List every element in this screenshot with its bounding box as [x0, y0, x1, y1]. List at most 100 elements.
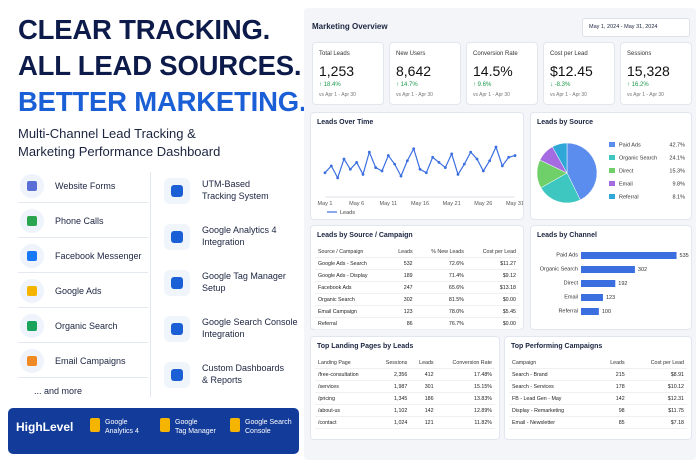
kpi-change: ↑ 14.7%	[396, 82, 418, 88]
kpi-note: vs Apr 1 - Apr 30	[319, 92, 356, 98]
table-row: Email - Newsletter 85 $7.18	[509, 416, 687, 429]
table-cell: 412	[410, 368, 437, 381]
source-label: Email Campaigns	[55, 356, 126, 366]
y-tick-label: Referral	[558, 309, 578, 315]
feature-icon	[164, 316, 190, 342]
source-label: Phone Calls	[55, 216, 104, 226]
table-cell: $5.45	[466, 305, 519, 318]
table-cell: 1,102	[374, 404, 411, 417]
source-label: Organic Search	[55, 321, 118, 331]
table-row: /about-us 1,102 142 12.89%	[315, 404, 495, 417]
table-cell: 81.5%	[415, 293, 467, 306]
pie-slice	[552, 142, 568, 174]
logo-line: Google	[175, 419, 198, 426]
legend-swatch	[609, 194, 615, 199]
logo: Google Analytics 4	[90, 418, 139, 436]
y-tick-label: Organic Search	[540, 267, 578, 273]
point	[374, 166, 378, 169]
logo-line: Console	[245, 428, 271, 435]
kpi-value: 15,328	[627, 63, 670, 79]
logo-line: Google Search	[245, 419, 292, 426]
source-label: Google Ads	[55, 286, 102, 296]
kpi-value: 8,642	[396, 63, 432, 79]
point	[500, 164, 504, 168]
legend-value: 8.1%	[672, 195, 685, 201]
icon-glyph	[27, 181, 37, 191]
table-cell: 1,024	[374, 416, 411, 429]
table-cell: $0.00	[466, 317, 519, 330]
card-title: Leads by Source / Campaign	[317, 232, 413, 239]
point	[481, 169, 485, 173]
brand: HighLevel	[16, 420, 74, 434]
x-tick-label: May 1	[318, 201, 333, 207]
bar-chart: Paid Ads 535 Organic Search 302 Direct 192 Ema…	[540, 252, 689, 315]
source-row: Website Forms	[18, 172, 148, 203]
feature-text: Google Tag Manager Setup	[202, 270, 286, 294]
legend-swatch	[609, 181, 615, 186]
y-tick-label: Email	[564, 295, 578, 301]
table-cell: 17.48%	[436, 368, 495, 381]
bar-value: 192	[618, 281, 627, 287]
point	[437, 161, 441, 164]
feature-line: Custom Dashboards	[202, 363, 285, 373]
x-tick-label: May 16	[411, 201, 429, 207]
pie-chart: Paid Ads 42.7% Organic Search 24.1% Direct 15…	[536, 142, 685, 204]
kpi-note: vs Apr 1 - Apr 30	[473, 92, 510, 98]
table-cell: $10.12	[627, 380, 687, 393]
table-row: /services 1,987 301 15.15%	[315, 380, 495, 393]
table-cell: 65.6%	[415, 281, 467, 294]
point	[456, 173, 460, 176]
table-cell: $12.31	[627, 392, 687, 405]
point	[513, 154, 517, 157]
legend-label: Leads	[340, 210, 355, 216]
point	[405, 159, 409, 163]
column-header: Cost per Lead	[466, 246, 519, 258]
column-header: Source / Campaign	[315, 246, 389, 258]
header-row: Campaign Leads Cost per Lead	[509, 357, 687, 369]
table-cell: FB - Lead Gen - May	[509, 392, 597, 405]
table-cell: $11.75	[627, 404, 687, 417]
legend-label: Email	[619, 182, 633, 188]
table-cell: $11.27	[466, 257, 519, 270]
point	[424, 171, 428, 175]
bar	[581, 252, 677, 259]
table-cell: Search - Brand	[509, 368, 597, 381]
y-tick-label: Paid Ads	[556, 253, 578, 259]
column-header: Leads	[410, 357, 437, 369]
kpi-note: vs Apr 1 - Apr 30	[550, 92, 587, 98]
table-cell: 215	[596, 368, 628, 381]
card-title: Top Performing Campaigns	[511, 343, 603, 350]
header-row: Source / Campaign Leads% New Leads Cost pe…	[315, 246, 519, 258]
table-cell: 76.7%	[415, 317, 467, 330]
date-picker[interactable]: May 1, 2024 - May 31, 2024	[582, 18, 690, 37]
icon-glyph	[171, 185, 183, 197]
column-header: Conversion Rate	[436, 357, 495, 369]
feature-text: Google Analytics 4 Integration	[202, 224, 277, 248]
data-table: Source / Campaign Leads% New Leads Cost pe…	[315, 246, 519, 330]
pie-slice	[566, 142, 598, 201]
table-cell: 2,356	[374, 368, 411, 381]
logo-line: Analytics 4	[105, 428, 139, 435]
bar	[581, 294, 603, 301]
table-row: Referral 86 76.7% $0.00	[315, 317, 519, 330]
point	[386, 154, 390, 157]
column-header: Cost per Lead	[627, 357, 687, 369]
feature-icon	[164, 362, 190, 388]
table-row: FB - Lead Gen - May 142 $12.31	[509, 392, 687, 405]
legend-value: 42.7%	[669, 143, 685, 149]
bar-value: 535	[680, 253, 689, 259]
logo-text: Google Search Console	[245, 418, 292, 436]
subtitle: Marketing Performance Dashboard	[18, 144, 221, 159]
source-icon	[20, 209, 44, 233]
kpi-label: Conversion Rate	[473, 51, 518, 57]
pie-card: Leads by Source Paid Ads 42.7% Organic Sear…	[530, 112, 692, 220]
point	[431, 155, 435, 159]
table-cell: Google Ads - Search	[315, 257, 389, 270]
source-label: Website Forms	[55, 181, 116, 191]
point	[469, 150, 473, 154]
point	[342, 157, 346, 161]
kpi-card: Total Leads 1,253 ↑ 18.4% vs Apr 1 - Apr 30	[312, 42, 384, 105]
logo-line: Tag Manager	[175, 428, 216, 435]
logo-mark	[90, 418, 100, 432]
